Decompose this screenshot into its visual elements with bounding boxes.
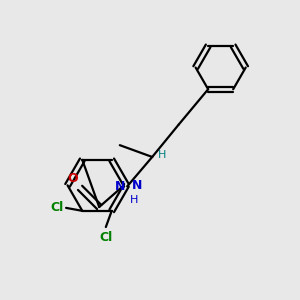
Text: Cl: Cl [99, 231, 112, 244]
Text: O: O [67, 172, 78, 185]
Text: Cl: Cl [50, 201, 64, 214]
Text: H: H [130, 195, 138, 205]
Text: N: N [115, 180, 125, 193]
Text: H: H [158, 151, 166, 160]
Text: N: N [132, 179, 142, 192]
